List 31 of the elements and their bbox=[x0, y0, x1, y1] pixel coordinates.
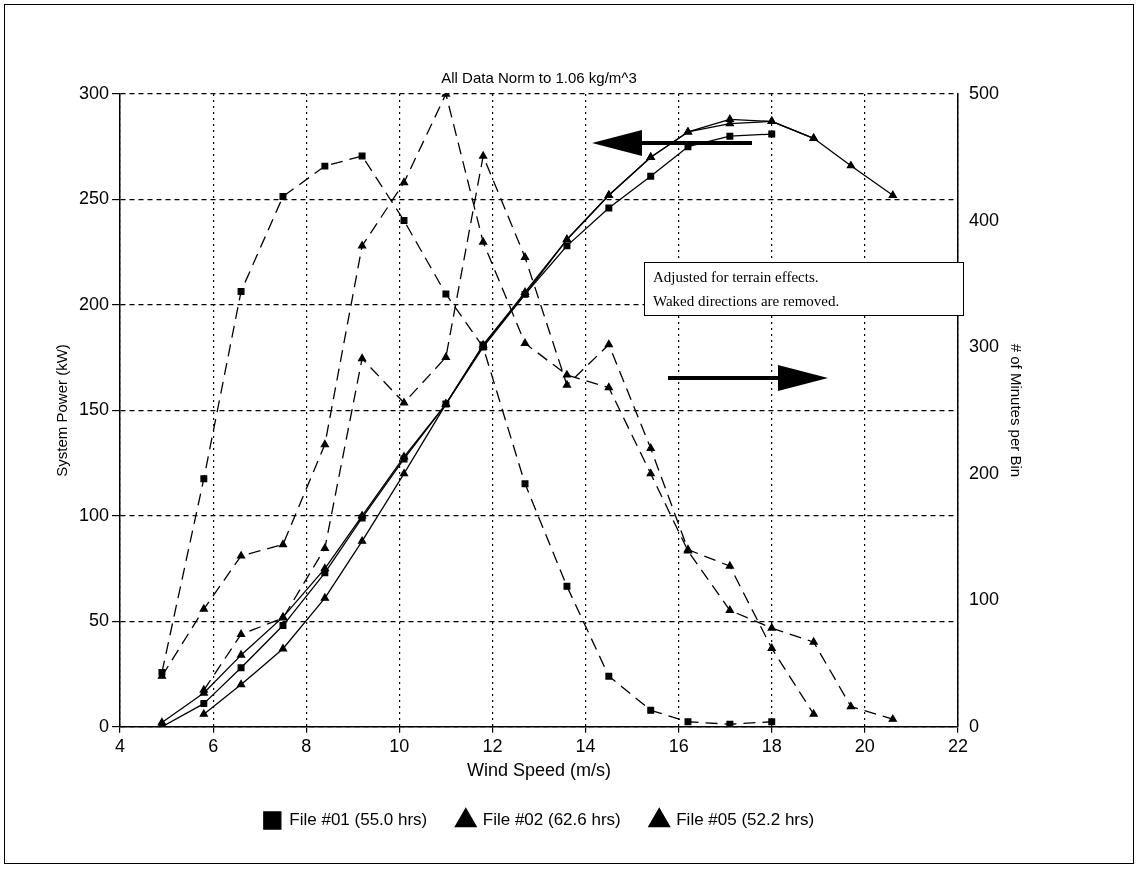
y2-axis-title: # of Minutes per Bin bbox=[1007, 343, 1025, 478]
y-tick-label: 300 bbox=[78, 82, 110, 103]
x-axis-title: Wind Speed (m/s) bbox=[466, 760, 612, 781]
x-tick-label: 10 bbox=[389, 735, 410, 756]
y-tick-label: 150 bbox=[78, 399, 110, 420]
x-tick-label: 14 bbox=[575, 735, 596, 756]
x-tick-label: 18 bbox=[761, 735, 782, 756]
legend-label: File #01 (55.0 hrs) bbox=[289, 810, 428, 830]
legend-label: File #02 (62.6 hrs) bbox=[482, 810, 621, 830]
x-tick-label: 6 bbox=[208, 735, 219, 756]
x-tick-label: 4 bbox=[115, 735, 126, 756]
y-tick-label: 0 bbox=[99, 715, 110, 736]
x-tick-label: 20 bbox=[854, 735, 875, 756]
y2-tick-label: 300 bbox=[968, 336, 1000, 357]
x-tick-label: 12 bbox=[482, 735, 503, 756]
y-tick-label: 100 bbox=[78, 504, 110, 525]
y2-tick-label: 400 bbox=[968, 209, 1000, 230]
y-tick-label: 200 bbox=[78, 293, 110, 314]
x-tick-label: 16 bbox=[668, 735, 689, 756]
chart-title: All Data Norm to 1.06 kg/m^3 bbox=[441, 69, 637, 87]
x-tick-label: 22 bbox=[947, 735, 968, 756]
y-tick-label: 50 bbox=[89, 610, 110, 631]
y-axis-title: System Power (kW) bbox=[53, 344, 71, 477]
y-tick-label: 250 bbox=[78, 188, 110, 209]
y2-tick-label: 100 bbox=[968, 589, 1000, 610]
y2-tick-label: 0 bbox=[968, 715, 979, 736]
x-tick-label: 8 bbox=[301, 735, 312, 756]
y2-tick-label: 500 bbox=[968, 82, 1000, 103]
note-box: Adjusted for terrain effects. Waked directions are removed. bbox=[644, 262, 964, 316]
legend-label: File #05 (52.2 hrs) bbox=[676, 810, 815, 830]
y2-tick-label: 200 bbox=[968, 462, 1000, 483]
